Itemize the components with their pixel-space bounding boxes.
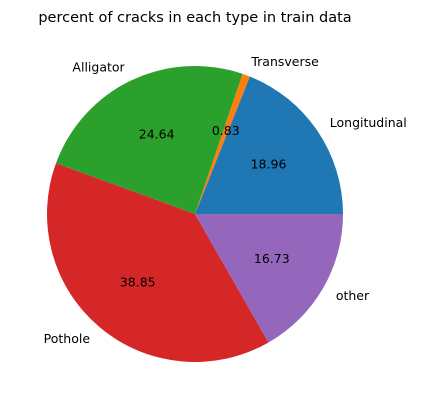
slice-labels: Longitudinal Transverse Alligator Pothole ot… xyxy=(44,54,407,346)
pie-slice-transverse xyxy=(195,73,250,215)
pie-slices xyxy=(47,66,343,362)
pie-slice-longitudinal xyxy=(195,76,343,214)
slice-label-longitudinal: Longitudinal xyxy=(330,115,407,130)
chart-title: percent of cracks in each type in train … xyxy=(38,10,351,26)
slice-label-transverse: Transverse xyxy=(250,54,319,69)
slice-label-alligator: Alligator xyxy=(72,60,125,75)
percent-label-pothole: 38.85 xyxy=(120,274,156,289)
pie-slice-other xyxy=(195,214,343,343)
percent-labels: 18.96 0.83 24.64 38.85 16.73 xyxy=(120,123,290,289)
pie-slice-alligator xyxy=(55,66,243,215)
percent-label-alligator: 24.64 xyxy=(139,126,175,141)
pie-slice-pothole xyxy=(47,163,269,362)
slice-label-pothole: Pothole xyxy=(44,331,91,346)
percent-label-transverse: 0.83 xyxy=(212,123,240,138)
percent-label-other: 16.73 xyxy=(254,251,290,266)
slice-label-other: other xyxy=(336,288,370,303)
percent-label-longitudinal: 18.96 xyxy=(251,157,287,172)
